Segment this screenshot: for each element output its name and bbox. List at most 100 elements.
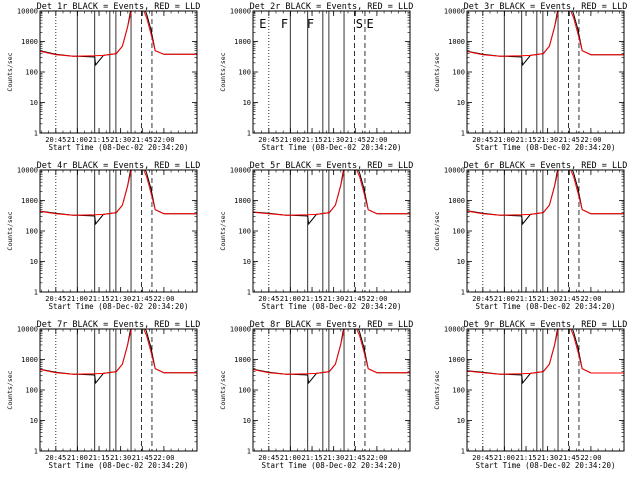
y-tick-label: 10000 xyxy=(17,326,38,334)
x-tick-label: 22:00 xyxy=(366,295,387,303)
x-tick-label: 20:45 xyxy=(258,295,279,303)
y-tick-label: 100 xyxy=(452,228,465,236)
x-tick-label: 21:15 xyxy=(89,454,110,462)
x-tick-label: 21:00 xyxy=(280,295,301,303)
plot-frame xyxy=(466,328,625,452)
panel-title: Det 7r BLACK = Events, RED = LLD xyxy=(37,320,201,330)
x-axis-label: Start Time (08-Dec-02 20:34:20) xyxy=(476,302,616,311)
y-tick-label: 1000 xyxy=(21,38,38,46)
y-tick-label: 100 xyxy=(238,228,251,236)
y-tick-label: 10 xyxy=(30,258,38,266)
y-axis-label: Counts/sec xyxy=(433,370,441,409)
x-axis-label: Start Time (08-Dec-02 20:34:20) xyxy=(49,461,189,470)
y-tick-label: 10000 xyxy=(17,167,38,175)
y-tick-label: 1 xyxy=(461,448,465,456)
y-tick-label: 10000 xyxy=(230,167,251,175)
x-axis-label: Start Time (08-Dec-02 20:34:20) xyxy=(262,302,402,311)
plot-frame xyxy=(39,169,198,293)
plot-frame xyxy=(252,10,411,134)
y-tick-label: 100 xyxy=(452,387,465,395)
x-tick-label: 20:45 xyxy=(472,136,493,144)
panel-title: Det 4r BLACK = Events, RED = LLD xyxy=(37,161,201,171)
x-tick-label: 21:00 xyxy=(280,136,301,144)
y-tick-label: 1000 xyxy=(234,356,251,364)
y-tick-label: 1 xyxy=(461,130,465,138)
y-tick-label: 1000 xyxy=(234,197,251,205)
detector-panel-1: Det 1r BLACK = Events, RED = LLD 1 10 100 10… xyxy=(6,2,201,152)
y-tick-label: 10000 xyxy=(444,167,465,175)
x-tick-label: 21:30 xyxy=(323,136,344,144)
plot-frame xyxy=(39,328,198,452)
x-tick-label: 22:00 xyxy=(580,295,601,303)
panel-title: Det 9r BLACK = Events, RED = LLD xyxy=(464,320,628,330)
y-axis-label: Counts/sec xyxy=(6,52,14,91)
y-axis-label: Counts/sec xyxy=(433,211,441,250)
x-tick-label: 20:45 xyxy=(472,295,493,303)
x-tick-label: 21:30 xyxy=(110,295,131,303)
series-lld-line xyxy=(467,11,624,57)
y-tick-label: 100 xyxy=(452,69,465,77)
x-tick-label: 20:45 xyxy=(45,295,66,303)
x-tick-label: 21:15 xyxy=(89,295,110,303)
y-tick-label: 10 xyxy=(243,417,251,425)
x-tick-label: 21:45 xyxy=(345,295,366,303)
x-tick-label: 21:15 xyxy=(302,454,323,462)
x-tick-label: 21:30 xyxy=(537,295,558,303)
panel-title: Det 8r BLACK = Events, RED = LLD xyxy=(250,320,414,330)
x-tick-label: 21:00 xyxy=(494,295,515,303)
y-tick-label: 1 xyxy=(247,130,251,138)
plot-frame xyxy=(252,169,411,293)
y-tick-label: 1 xyxy=(247,289,251,297)
x-tick-label: 20:45 xyxy=(258,454,279,462)
plot-frame xyxy=(466,10,625,134)
y-tick-label: 100 xyxy=(238,387,251,395)
x-tick-label: 21:45 xyxy=(559,295,580,303)
y-tick-label: 1 xyxy=(247,448,251,456)
x-axis-label: Start Time (08-Dec-02 20:34:20) xyxy=(476,461,616,470)
y-tick-label: 10 xyxy=(30,99,38,107)
y-tick-label: 1000 xyxy=(448,356,465,364)
x-tick-label: 21:00 xyxy=(280,454,301,462)
series-lld-line xyxy=(253,170,410,216)
panel-title: Det 5r BLACK = Events, RED = LLD xyxy=(250,161,414,171)
y-tick-label: 10000 xyxy=(444,8,465,16)
x-tick-label: 21:30 xyxy=(110,454,131,462)
x-tick-label: 20:45 xyxy=(472,454,493,462)
x-tick-label: 21:15 xyxy=(302,295,323,303)
interval-letter: S xyxy=(356,17,363,31)
x-tick-label: 22:00 xyxy=(580,454,601,462)
y-tick-label: 10 xyxy=(457,99,465,107)
x-tick-label: 22:00 xyxy=(153,136,174,144)
x-tick-label: 22:00 xyxy=(580,136,601,144)
y-tick-label: 1 xyxy=(34,448,38,456)
y-tick-label: 10000 xyxy=(17,8,38,16)
x-tick-label: 20:45 xyxy=(45,136,66,144)
interval-letter: E xyxy=(367,17,374,31)
x-tick-label: 21:00 xyxy=(67,136,88,144)
y-tick-label: 10000 xyxy=(230,326,251,334)
panel-title: Det 1r BLACK = Events, RED = LLD xyxy=(37,2,201,12)
x-tick-label: 21:15 xyxy=(516,454,537,462)
x-tick-label: 21:15 xyxy=(516,136,537,144)
y-tick-label: 1000 xyxy=(21,197,38,205)
series-lld-line xyxy=(467,170,624,216)
y-tick-label: 10 xyxy=(457,417,465,425)
plot-frame xyxy=(252,328,411,452)
y-tick-label: 1000 xyxy=(448,38,465,46)
detector-panel-5: Det 5r BLACK = Events, RED = LLD 1 10 100 10… xyxy=(219,161,414,311)
detector-panel-3: Det 3r BLACK = Events, RED = LLD 1 10 100 10… xyxy=(433,2,628,152)
x-axis-label: Start Time (08-Dec-02 20:34:20) xyxy=(476,143,616,152)
y-tick-label: 1 xyxy=(34,130,38,138)
x-tick-label: 20:45 xyxy=(45,454,66,462)
x-tick-label: 21:30 xyxy=(323,454,344,462)
x-tick-label: 21:15 xyxy=(302,136,323,144)
y-axis-label: Counts/sec xyxy=(433,52,441,91)
panel-title: Det 3r BLACK = Events, RED = LLD xyxy=(464,2,628,12)
x-tick-label: 21:45 xyxy=(132,454,153,462)
x-axis-label: Start Time (08-Dec-02 20:34:20) xyxy=(49,143,189,152)
detector-panel-7: Det 7r BLACK = Events, RED = LLD 1 10 100 10… xyxy=(6,320,201,470)
y-tick-label: 100 xyxy=(25,387,38,395)
x-tick-label: 21:00 xyxy=(494,136,515,144)
x-tick-label: 21:45 xyxy=(345,136,366,144)
